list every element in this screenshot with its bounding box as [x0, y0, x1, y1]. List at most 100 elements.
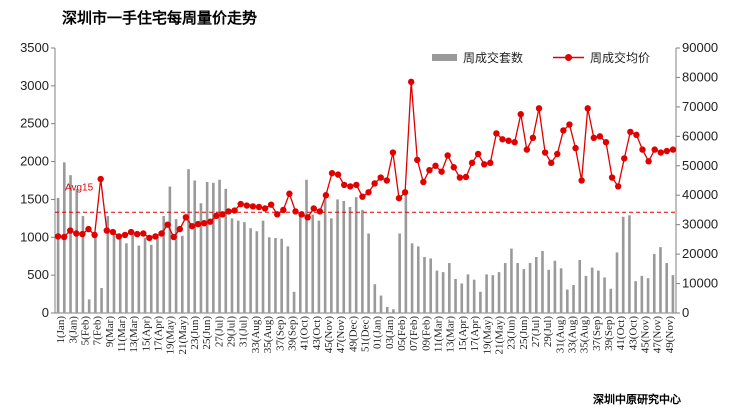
bar — [298, 212, 302, 313]
line-point — [182, 214, 190, 221]
bar — [466, 274, 470, 313]
bar — [131, 232, 134, 313]
legend: 周成交套数 周成交均价 — [432, 50, 650, 65]
x-tick-label: 21(May) — [493, 316, 505, 355]
bar — [112, 229, 116, 313]
bar — [665, 263, 668, 313]
right-tick-label: 0 — [682, 305, 689, 320]
line-point — [304, 214, 311, 221]
line-point — [91, 231, 98, 239]
legend-line-marker — [565, 54, 572, 61]
x-tick-label: 31(Aug) — [554, 316, 566, 354]
bar — [361, 210, 364, 313]
line-point — [572, 144, 579, 152]
bar — [479, 291, 482, 313]
x-tick-label: 11(Mar) — [433, 316, 445, 353]
x-tick-label: 43(Oct) — [627, 316, 639, 351]
bar — [342, 200, 346, 313]
bar — [510, 248, 513, 313]
line-point — [444, 152, 451, 159]
line-point — [590, 134, 598, 142]
right-tick-label: 30000 — [682, 217, 718, 232]
line-point — [578, 177, 585, 184]
line-point — [487, 159, 494, 167]
x-tick-label: 19(May) — [481, 316, 493, 355]
line-point — [54, 233, 62, 240]
bar — [634, 281, 637, 313]
x-axis: 1(Jan) 3(Jan) 5(Feb) 7(Feb) 9(Mar) 11(Mar) 13(… — [55, 316, 676, 355]
bar — [286, 246, 290, 313]
bar — [590, 267, 594, 313]
right-tick-label: 50000 — [682, 158, 718, 173]
x-tick-label: 37(Sep) — [591, 316, 603, 351]
bar — [75, 188, 79, 313]
line-point — [207, 218, 214, 225]
line-point — [365, 189, 372, 196]
right-axis: 0 10000 20000 30000 40000 50000 60000 70000 8000… — [676, 40, 718, 320]
line-point — [133, 230, 141, 238]
line-point — [359, 193, 366, 200]
line-point — [462, 173, 470, 181]
bar — [423, 256, 426, 313]
line-point — [79, 230, 86, 238]
x-tick-label: 9(Mar) — [104, 316, 116, 347]
line-point — [280, 206, 287, 214]
line-point — [535, 105, 543, 112]
line-point — [584, 105, 591, 112]
bar — [181, 235, 184, 313]
line-point — [450, 164, 457, 171]
bar — [491, 275, 495, 313]
bar — [69, 175, 72, 313]
line-point — [219, 211, 226, 218]
bar — [305, 179, 308, 313]
line-point — [377, 174, 384, 181]
bar — [292, 291, 296, 313]
line-point — [170, 233, 177, 241]
line-point — [103, 227, 110, 234]
x-tick-label: 33(Aug) — [250, 316, 262, 354]
x-tick-label: 27(Jul) — [530, 316, 542, 348]
x-tick-label: 09(Feb) — [420, 316, 432, 351]
bar — [156, 236, 159, 313]
line-point — [353, 181, 360, 189]
line-point — [602, 139, 610, 146]
bar — [373, 284, 377, 313]
line-point — [663, 147, 671, 155]
bar — [472, 279, 476, 313]
line-point — [371, 180, 378, 187]
x-tick-label: 19(May) — [165, 316, 177, 355]
line-point — [158, 230, 165, 237]
bar — [125, 243, 128, 313]
x-tick-label: 39(Sep) — [603, 316, 615, 351]
bar — [578, 260, 582, 313]
x-tick-label: 7(Feb) — [92, 316, 104, 346]
x-tick-label: 25(Jun) — [201, 316, 213, 350]
bar — [280, 238, 283, 313]
bar — [559, 268, 563, 313]
bar — [199, 203, 203, 313]
x-tick-label: 23(Jun) — [506, 316, 518, 350]
x-tick-label: 35(Aug) — [579, 316, 591, 354]
bar — [379, 295, 383, 313]
bar — [274, 238, 277, 313]
line-point — [566, 121, 573, 128]
line-point — [499, 136, 506, 143]
x-tick-label: 29(Jul) — [226, 316, 238, 348]
bar — [87, 299, 91, 313]
line-point — [322, 192, 330, 199]
source-label: 深圳中原研究中心 — [593, 392, 681, 406]
bar — [137, 245, 141, 313]
left-tick-label: 3500 — [20, 40, 49, 55]
avg-line-group: Avg15 — [55, 182, 676, 213]
right-tick-label: 40000 — [682, 187, 718, 202]
bar — [497, 272, 501, 313]
line-path — [57, 81, 674, 239]
bar — [348, 207, 352, 313]
x-tick-label: 49(Nov) — [664, 316, 676, 354]
line-point — [529, 134, 537, 142]
line-point — [608, 174, 616, 181]
line-point — [401, 189, 409, 196]
bar — [174, 219, 178, 313]
line-point — [438, 168, 445, 175]
line-point — [596, 133, 604, 140]
